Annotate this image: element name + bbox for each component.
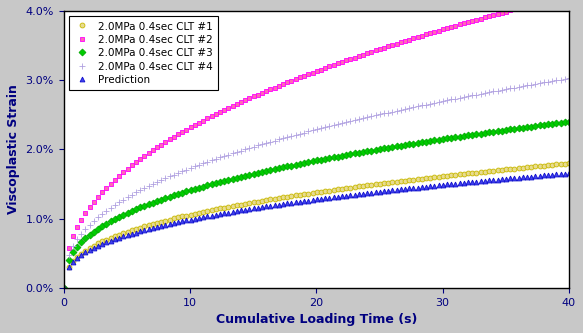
- 2.0MPa 0.4sec CLT #3: [376, 147, 383, 151]
- Line: 2.0MPa 0.4sec CLT #4: 2.0MPa 0.4sec CLT #4: [61, 75, 572, 291]
- 2.0MPa 0.4sec CLT #4: [60, 286, 67, 290]
- 2.0MPa 0.4sec CLT #4: [532, 82, 539, 86]
- 2.0MPa 0.4sec CLT #4: [178, 169, 185, 173]
- 2.0MPa 0.4sec CLT #2: [402, 39, 409, 43]
- 2.0MPa 0.4sec CLT #1: [376, 182, 383, 186]
- 2.0MPa 0.4sec CLT #1: [178, 214, 185, 218]
- 2.0MPa 0.4sec CLT #3: [178, 191, 185, 195]
- 2.0MPa 0.4sec CLT #3: [402, 143, 409, 147]
- 2.0MPa 0.4sec CLT #1: [60, 286, 67, 290]
- X-axis label: Cumulative Loading Time (s): Cumulative Loading Time (s): [216, 313, 417, 326]
- Line: 2.0MPa 0.4sec CLT #2: 2.0MPa 0.4sec CLT #2: [61, 0, 571, 290]
- 2.0MPa 0.4sec CLT #1: [566, 161, 573, 165]
- 2.0MPa 0.4sec CLT #1: [532, 165, 539, 168]
- Legend: 2.0MPa 0.4sec CLT #1, 2.0MPa 0.4sec CLT #2, 2.0MPa 0.4sec CLT #3, 2.0MPa 0.4sec : 2.0MPa 0.4sec CLT #1, 2.0MPa 0.4sec CLT …: [69, 16, 218, 90]
- 2.0MPa 0.4sec CLT #2: [178, 130, 185, 134]
- 2.0MPa 0.4sec CLT #2: [376, 47, 383, 51]
- 2.0MPa 0.4sec CLT #3: [111, 217, 118, 221]
- 2.0MPa 0.4sec CLT #2: [111, 177, 118, 181]
- 2.0MPa 0.4sec CLT #4: [275, 138, 282, 142]
- 2.0MPa 0.4sec CLT #1: [275, 196, 282, 200]
- 2.0MPa 0.4sec CLT #1: [402, 179, 409, 183]
- Prediction: [60, 286, 67, 290]
- Prediction: [111, 237, 118, 241]
- 2.0MPa 0.4sec CLT #4: [376, 113, 383, 117]
- 2.0MPa 0.4sec CLT #3: [566, 120, 573, 124]
- Line: 2.0MPa 0.4sec CLT #1: 2.0MPa 0.4sec CLT #1: [61, 161, 571, 290]
- Prediction: [532, 174, 539, 178]
- 2.0MPa 0.4sec CLT #4: [566, 76, 573, 80]
- Y-axis label: Viscoplastic Strain: Viscoplastic Strain: [7, 85, 20, 214]
- Line: Prediction: Prediction: [61, 171, 571, 290]
- 2.0MPa 0.4sec CLT #1: [111, 234, 118, 238]
- 2.0MPa 0.4sec CLT #2: [532, 2, 539, 6]
- Prediction: [376, 190, 383, 194]
- 2.0MPa 0.4sec CLT #3: [60, 286, 67, 290]
- Prediction: [178, 219, 185, 223]
- Prediction: [275, 202, 282, 206]
- Prediction: [566, 171, 573, 175]
- Line: 2.0MPa 0.4sec CLT #3: 2.0MPa 0.4sec CLT #3: [61, 119, 571, 290]
- 2.0MPa 0.4sec CLT #3: [532, 124, 539, 128]
- 2.0MPa 0.4sec CLT #4: [402, 107, 409, 111]
- Prediction: [402, 187, 409, 191]
- 2.0MPa 0.4sec CLT #2: [60, 286, 67, 290]
- 2.0MPa 0.4sec CLT #2: [275, 84, 282, 88]
- 2.0MPa 0.4sec CLT #4: [111, 203, 118, 207]
- 2.0MPa 0.4sec CLT #3: [275, 166, 282, 170]
